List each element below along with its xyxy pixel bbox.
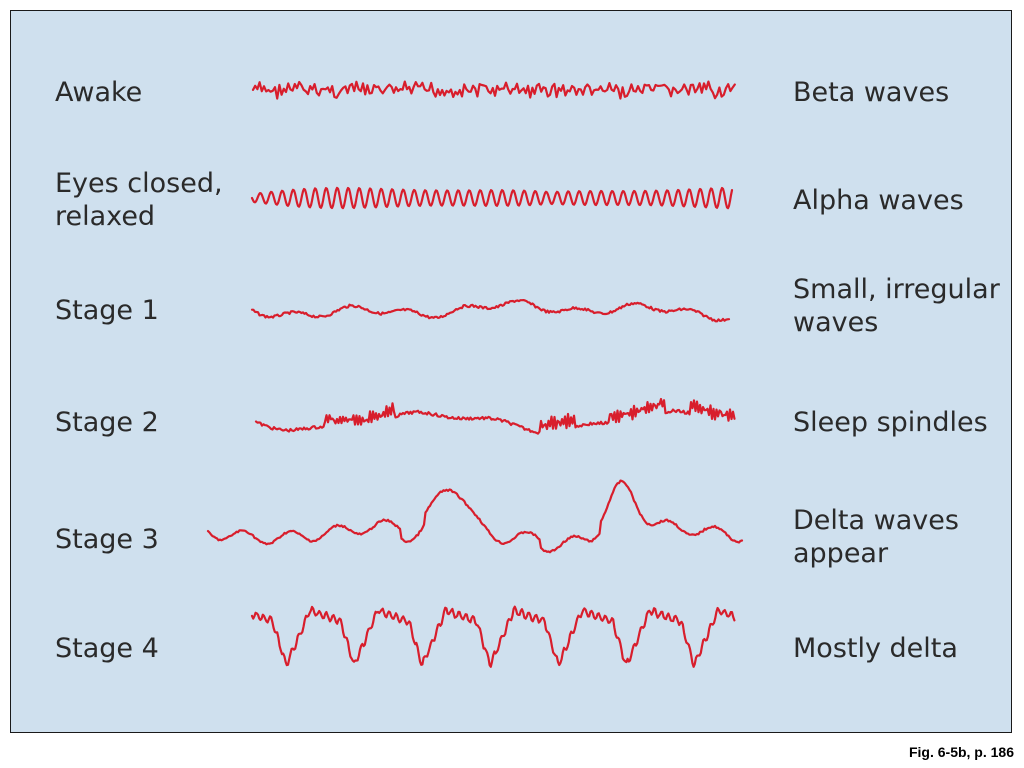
state-label-stage-3: Stage 3 (55, 524, 159, 555)
wave-label-delta-appear: Delta waves appear (793, 505, 959, 569)
wave-label-alpha: Alpha waves (793, 185, 964, 216)
state-label-stage-2: Stage 2 (55, 407, 159, 438)
state-label-awake: Awake (55, 77, 143, 108)
figure-caption: Fig. 6-5b, p. 186 (908, 744, 1014, 760)
wave-label-small-irregular: Small, irregular waves (793, 274, 1000, 338)
wave-label-mostly-delta: Mostly delta (793, 633, 958, 664)
figure-panel: Awake Beta waves Eyes closed, relaxed Al… (10, 10, 1012, 733)
state-label-stage-4: Stage 4 (55, 633, 159, 664)
wave-label-sleep-spindles: Sleep spindles (793, 407, 988, 438)
state-label-stage-1: Stage 1 (55, 295, 159, 326)
state-label-eyes-closed: Eyes closed, relaxed (55, 168, 223, 232)
wave-label-beta: Beta waves (793, 77, 950, 108)
